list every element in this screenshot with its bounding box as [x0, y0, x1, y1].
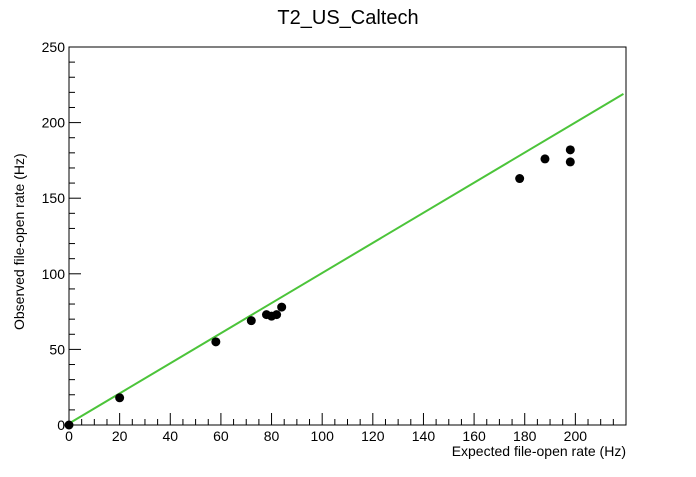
y-tick-label: 150: [42, 190, 66, 206]
data-point: [246, 316, 256, 326]
x-tick-label: 120: [361, 428, 385, 444]
x-tick-label: 180: [513, 428, 537, 444]
data-point: [64, 420, 74, 430]
fit-line: [68, 93, 624, 425]
data-point: [540, 154, 550, 164]
axes: 0 20 40 60 80 100 120 140 160 180 200 0 50 100 150 200 2…: [42, 39, 627, 444]
y-tick-label: 250: [42, 39, 66, 55]
x-tick-label: 80: [264, 428, 280, 444]
data-point: [277, 302, 287, 312]
y-tick-label: 0: [57, 417, 65, 433]
data-points-layer: [64, 145, 575, 430]
x-tick-label: 40: [162, 428, 178, 444]
x-tick-label: 100: [311, 428, 335, 444]
x-tick-label: 160: [462, 428, 486, 444]
data-point: [565, 157, 575, 167]
data-point: [272, 310, 282, 320]
data-point: [565, 145, 575, 155]
data-point: [115, 393, 125, 403]
y-tick-label: 200: [42, 115, 66, 131]
data-point: [211, 337, 221, 347]
x-axis-label: Expected file-open rate (Hz): [452, 443, 626, 459]
x-tick-label: 20: [112, 428, 128, 444]
data-point: [515, 174, 525, 184]
x-tick-label: 0: [65, 428, 73, 444]
x-tick-label: 60: [213, 428, 229, 444]
y-tick-label: 100: [42, 266, 66, 282]
chart-title: T2_US_Caltech: [277, 7, 418, 29]
fit-line-layer: [68, 93, 624, 425]
y-axis-label: Observed file-open rate (Hz): [11, 153, 27, 330]
y-tick-label: 50: [49, 341, 65, 357]
x-tick-label: 140: [412, 428, 436, 444]
x-tick-label: 200: [564, 428, 588, 444]
